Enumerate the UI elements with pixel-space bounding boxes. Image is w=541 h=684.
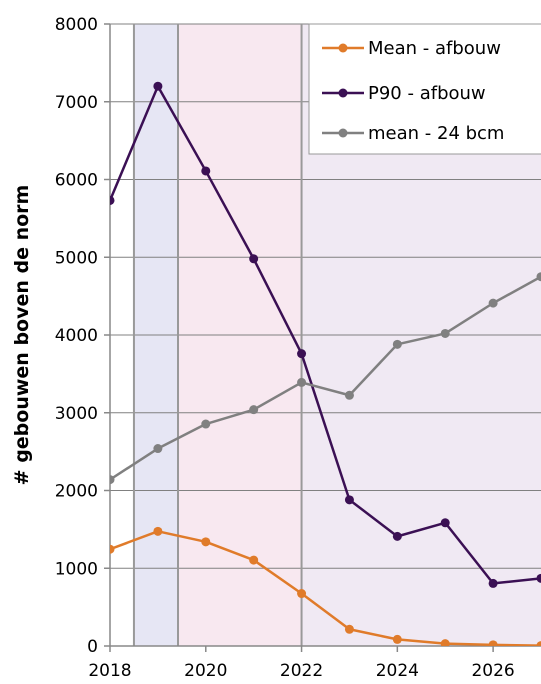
series-1-point-5 bbox=[344, 495, 354, 505]
series-1-point-6 bbox=[392, 531, 402, 541]
series-1-point-0 bbox=[110, 195, 115, 205]
series-2-point-3 bbox=[249, 405, 259, 415]
series-0-point-0 bbox=[110, 544, 115, 554]
y-tick-label-6: 6000 bbox=[55, 171, 98, 191]
series-2-point-6 bbox=[392, 339, 402, 349]
tick-labels: 0 1000 2000 3000 4000 5000 6000 7000 8000 2018 202… bbox=[55, 15, 515, 681]
series-0-point-5 bbox=[344, 624, 354, 634]
y-tick-label-1: 1000 bbox=[55, 559, 98, 579]
series-1-point-9 bbox=[536, 573, 541, 583]
series-2-point-5 bbox=[344, 390, 354, 400]
series-1-point-8 bbox=[488, 578, 498, 588]
series-1-point-3 bbox=[249, 254, 259, 264]
y-tick-label-0: 0 bbox=[87, 637, 98, 657]
y-tick-label-5: 5000 bbox=[55, 248, 98, 268]
series-2-point-7 bbox=[440, 328, 450, 338]
series-2-point-8 bbox=[488, 298, 498, 308]
series-group bbox=[110, 81, 541, 646]
series-line-0 bbox=[110, 530, 541, 646]
y-tick-label-4: 4000 bbox=[55, 326, 98, 346]
x-tick-label-0: 2018 bbox=[88, 661, 131, 681]
legend-swatch-marker-1 bbox=[338, 88, 348, 98]
series-line-2 bbox=[110, 275, 541, 481]
series-1-point-7 bbox=[440, 518, 450, 528]
x-tick-label-4: 2026 bbox=[471, 661, 514, 681]
x-tick-label-2: 2022 bbox=[280, 661, 323, 681]
series-0-point-4 bbox=[297, 589, 307, 599]
legend-label-1: P90 - afbouw bbox=[368, 83, 486, 104]
series-0-point-6 bbox=[392, 634, 402, 644]
legend-label-0: Mean - afbouw bbox=[368, 38, 501, 59]
y-tick-label-3: 3000 bbox=[55, 404, 98, 424]
legend: Mean - afbouw P90 - afbouw mean - 24 bcm bbox=[308, 23, 541, 155]
legend-swatch-marker-0 bbox=[338, 43, 348, 53]
series-0-point-7 bbox=[440, 639, 450, 646]
legend-swatch-marker-2 bbox=[338, 128, 348, 138]
series-1-point-2 bbox=[201, 166, 211, 176]
y-tick-label-8: 8000 bbox=[55, 15, 98, 35]
series-0-point-3 bbox=[249, 555, 259, 565]
series-0-point-1 bbox=[153, 526, 163, 536]
series-1-point-4 bbox=[297, 349, 307, 359]
legend-label-2: mean - 24 bcm bbox=[368, 123, 504, 144]
series-2-point-9 bbox=[536, 272, 541, 282]
series-2-point-0 bbox=[110, 475, 115, 485]
series-2-point-2 bbox=[201, 419, 211, 429]
y-tick-label-7: 7000 bbox=[55, 93, 98, 113]
x-tick-label-3: 2024 bbox=[376, 661, 419, 681]
vertical-reference-lines bbox=[132, 24, 303, 646]
series-0-point-8 bbox=[488, 640, 498, 646]
series-0-point-9 bbox=[536, 641, 541, 646]
y-tick-label-2: 2000 bbox=[55, 482, 98, 502]
series-2-point-1 bbox=[153, 444, 163, 454]
series-1-point-1 bbox=[153, 81, 163, 91]
x-tick-label-1: 2020 bbox=[184, 661, 227, 681]
y-axis-label: # gebouwen boven de norm bbox=[11, 185, 33, 486]
series-0-point-2 bbox=[201, 537, 211, 547]
series-2-point-4 bbox=[297, 377, 307, 387]
series-line-1 bbox=[110, 84, 541, 585]
